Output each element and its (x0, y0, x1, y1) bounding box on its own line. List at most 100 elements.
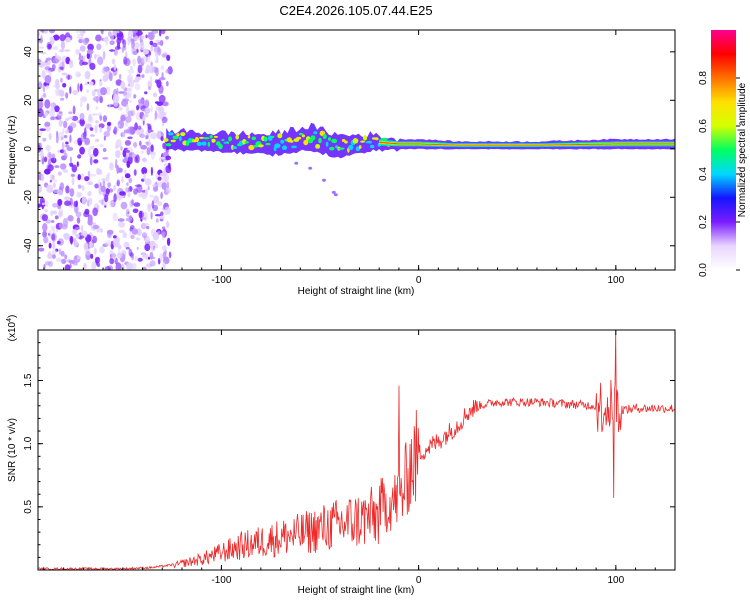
noise-blob (145, 34, 148, 39)
spectrogram-ytick-label: 20 (23, 94, 34, 106)
signal-blob (263, 136, 268, 142)
noise-blob (41, 214, 49, 222)
signal-blob (223, 141, 228, 144)
signal-blob (228, 136, 233, 142)
noise-blob (87, 147, 92, 156)
signal-blob (335, 145, 339, 149)
noise-blob (49, 179, 52, 183)
noise-blob (123, 56, 128, 65)
noise-blob (81, 185, 85, 191)
noise-blob (69, 59, 74, 69)
noise-blob (96, 43, 102, 51)
noise-blob (122, 98, 130, 102)
noise-blob (45, 57, 52, 61)
noise-blob (144, 91, 148, 95)
noise-blob (41, 202, 45, 206)
signal-blob (235, 134, 239, 140)
noise-blob (113, 64, 117, 71)
noise-blob (48, 132, 52, 141)
snr-multiplier-exponent: 4 (6, 318, 13, 322)
noise-blob (137, 125, 142, 130)
noise-blob (106, 121, 112, 127)
colorbar-tick-label: 0.2 (698, 215, 709, 229)
noise-blob (127, 136, 133, 140)
signal-blob (251, 136, 257, 141)
noise-blob (41, 173, 45, 182)
noise-blob (84, 208, 90, 215)
noise-blob (141, 167, 148, 175)
noise-blob (145, 135, 149, 140)
tone-band-layer-3 (379, 141, 675, 146)
noise-blob (86, 52, 90, 59)
noise-blob (154, 243, 159, 249)
noise-blob (58, 210, 62, 217)
signal-blob (303, 139, 309, 146)
noise-blob (120, 201, 128, 210)
signal-blob (322, 133, 327, 139)
noise-blob (122, 158, 128, 163)
noise-blob (54, 165, 60, 169)
noise-blob (62, 92, 65, 97)
noise-blob (161, 231, 166, 236)
noise-blob (102, 115, 107, 123)
noise-blob (118, 106, 123, 111)
noise-blob (128, 177, 133, 184)
noise-blob (61, 258, 67, 264)
noise-blob (149, 65, 155, 74)
noise-blob (109, 162, 114, 171)
noise-blob (43, 236, 49, 244)
snr-ylabel: SNR (10 * v/v) (7, 418, 18, 482)
spectrogram-frame (37, 29, 676, 271)
noise-blob (143, 48, 149, 55)
noise-blob (139, 41, 145, 51)
noise-blob (146, 225, 150, 230)
spectrogram-xlabel: Height of straight line (km) (298, 286, 415, 297)
noise-blob (67, 215, 74, 222)
noise-blob (87, 197, 93, 206)
noise-blob (62, 83, 67, 88)
signal-blob (207, 141, 210, 147)
noise-blob (147, 31, 155, 41)
noise-blob (117, 124, 121, 128)
noise-blob (128, 215, 133, 221)
noise-blob (145, 188, 148, 196)
noise-blob (161, 245, 168, 251)
noise-blob (158, 84, 164, 95)
noise-blob (139, 133, 146, 138)
noise-blob (120, 81, 126, 90)
signal-blob (199, 136, 205, 139)
noise-blob (56, 189, 64, 196)
noise-blob (166, 220, 170, 229)
snr-ticks: -100 0 100 0.5 1.0 1.5 (23, 330, 676, 586)
noise-blob (88, 241, 94, 249)
snr-xlabel: Height of straight line (km) (298, 585, 415, 596)
noise-blob (47, 43, 52, 50)
noise-blob (94, 124, 98, 134)
noise-blob (144, 107, 151, 113)
noise-blob (92, 235, 98, 244)
signal-blob (289, 140, 294, 143)
noise-blob (128, 87, 133, 93)
noise-blob (38, 32, 41, 37)
noise-blob (55, 83, 60, 89)
noise-blob (66, 146, 74, 151)
noise-blob (79, 112, 85, 121)
noise-blob (127, 39, 130, 46)
noise-blob (153, 92, 157, 98)
noise-blob (102, 148, 107, 152)
noise-blob (40, 150, 44, 159)
noise-blob (115, 150, 121, 158)
noise-blob (52, 210, 58, 215)
noise-blob (141, 74, 145, 78)
spectrogram-panel: -100 0 100 -40 -20 0 20 40 Height of straight l… (7, 29, 676, 297)
noise-blob (96, 167, 100, 175)
noise-blob (87, 181, 93, 186)
noise-blob (38, 80, 43, 84)
signal-outlier (294, 161, 299, 165)
noise-blob (89, 156, 93, 166)
noise-blob (38, 170, 42, 175)
noise-blob (137, 64, 143, 74)
noise-blob (60, 77, 63, 83)
noise-blob (100, 87, 107, 96)
noise-blob (44, 121, 51, 128)
